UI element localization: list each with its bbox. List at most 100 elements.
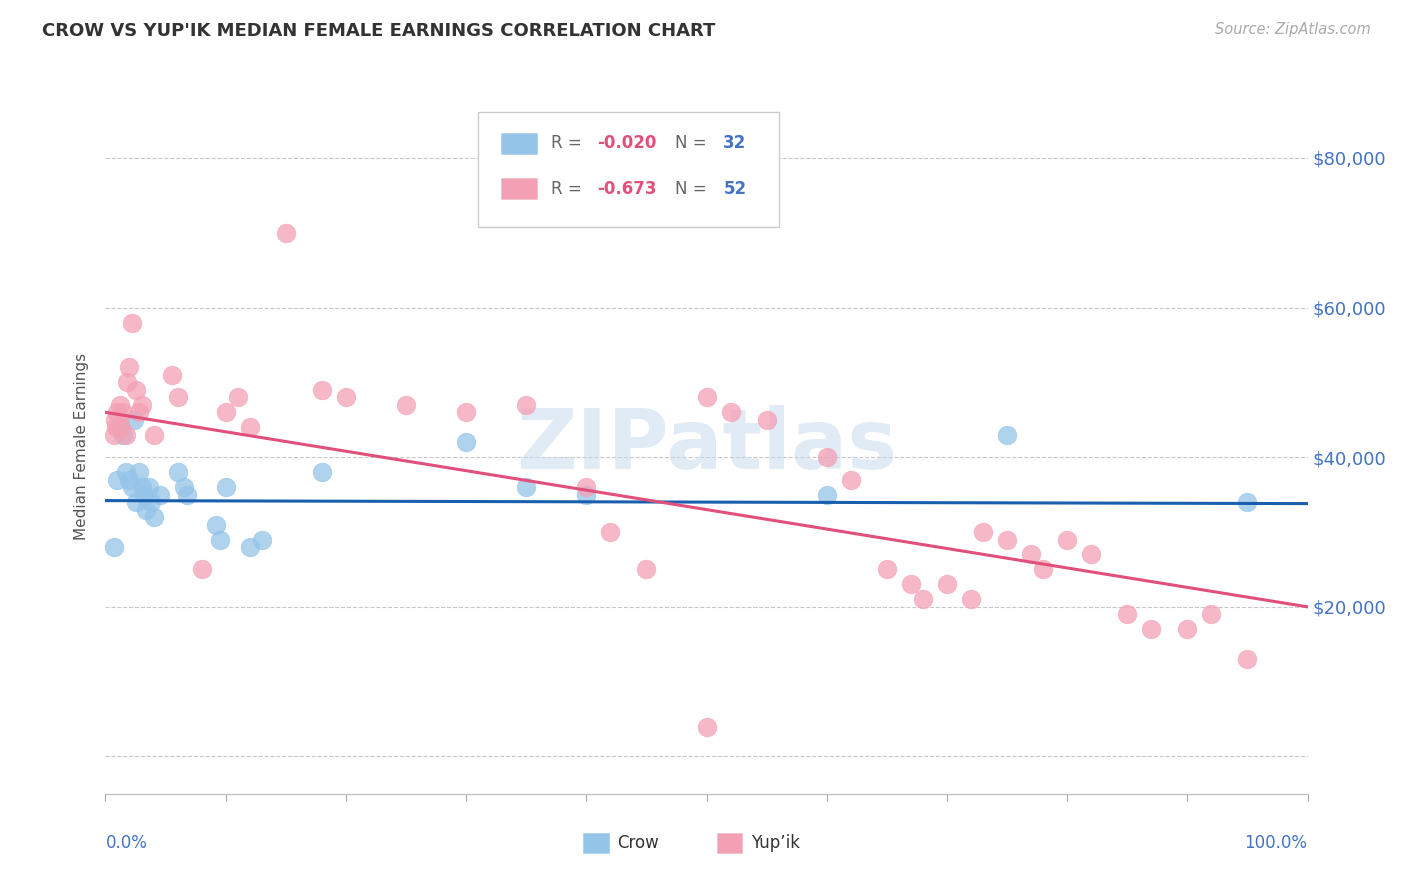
Point [575,488,598,502]
Point [214,405,236,419]
Point [108,420,131,434]
Bar [501,178,537,199]
Bar [501,133,537,153]
Point [132,488,155,502]
Point [160,368,183,382]
FancyBboxPatch shape [478,112,779,227]
Point [311,383,333,397]
Point [239,540,262,554]
Point [128,465,150,479]
Point [115,376,138,390]
Point [1116,607,1139,622]
Point [173,480,195,494]
Point [131,398,153,412]
Text: R =: R = [551,135,588,153]
Text: -0.673: -0.673 [598,179,657,197]
Point [1236,652,1258,666]
Text: CROW VS YUP'IK MEDIAN FEMALE EARNINGS CORRELATION CHART: CROW VS YUP'IK MEDIAN FEMALE EARNINGS CO… [42,22,716,40]
Point [1080,548,1102,562]
Point [311,465,333,479]
Text: Crow: Crow [617,834,659,852]
Point [112,405,135,419]
Text: 100.0%: 100.0% [1244,834,1308,852]
Point [208,533,231,547]
Text: R =: R = [551,179,588,197]
Point [112,427,135,442]
Text: 32: 32 [723,135,747,153]
Point [118,360,141,375]
Point [1175,622,1198,636]
Point [124,413,146,427]
Point [131,480,153,494]
Point [115,465,138,479]
Point [1236,495,1258,509]
Point [103,427,125,442]
Point [515,480,537,494]
Point [696,390,718,404]
Point [960,592,983,607]
Text: 0.0%: 0.0% [105,834,148,852]
Point [1019,548,1042,562]
Point [205,517,228,532]
Point [239,420,262,434]
Point [839,473,862,487]
Point [135,502,157,516]
Point [138,480,160,494]
Point [166,390,188,404]
Point [142,510,165,524]
Point [696,720,718,734]
Point [166,465,188,479]
Point [148,488,170,502]
Point [176,488,198,502]
Point [139,495,162,509]
Point [105,420,128,434]
Point [1056,533,1078,547]
Point [124,495,146,509]
Point [995,427,1018,442]
Point [115,427,138,442]
Text: N =: N = [675,179,711,197]
Point [142,427,165,442]
Point [755,413,778,427]
Point [815,450,838,465]
Point [250,533,273,547]
Point [936,577,959,591]
Point [515,398,537,412]
Point [107,473,129,487]
Point [190,562,212,576]
Point [118,473,141,487]
Text: 52: 52 [723,179,747,197]
Text: ZIPatlas: ZIPatlas [516,406,897,486]
Point [103,540,125,554]
Point [876,562,898,576]
Point [599,524,621,539]
Point [900,577,922,591]
Point [454,435,477,450]
Point [972,524,994,539]
Text: -0.020: -0.020 [598,135,657,153]
Point [226,390,249,404]
Point [995,533,1018,547]
Text: Source: ZipAtlas.com: Source: ZipAtlas.com [1215,22,1371,37]
Point [911,592,934,607]
Point [214,480,236,494]
Point [575,480,598,494]
Point [108,398,131,412]
Point [124,383,146,397]
Point [454,405,477,419]
Text: Yup’ik: Yup’ik [751,834,800,852]
Point [395,398,418,412]
Point [110,420,132,434]
Point [720,405,742,419]
Point [128,405,150,419]
Point [815,488,838,502]
Point [121,316,143,330]
Point [274,226,297,240]
Point [636,562,658,576]
Point [1201,607,1223,622]
Point [121,480,143,494]
Point [1140,622,1163,636]
Point [104,413,127,427]
Y-axis label: Median Female Earnings: Median Female Earnings [75,352,90,540]
Point [107,405,129,419]
